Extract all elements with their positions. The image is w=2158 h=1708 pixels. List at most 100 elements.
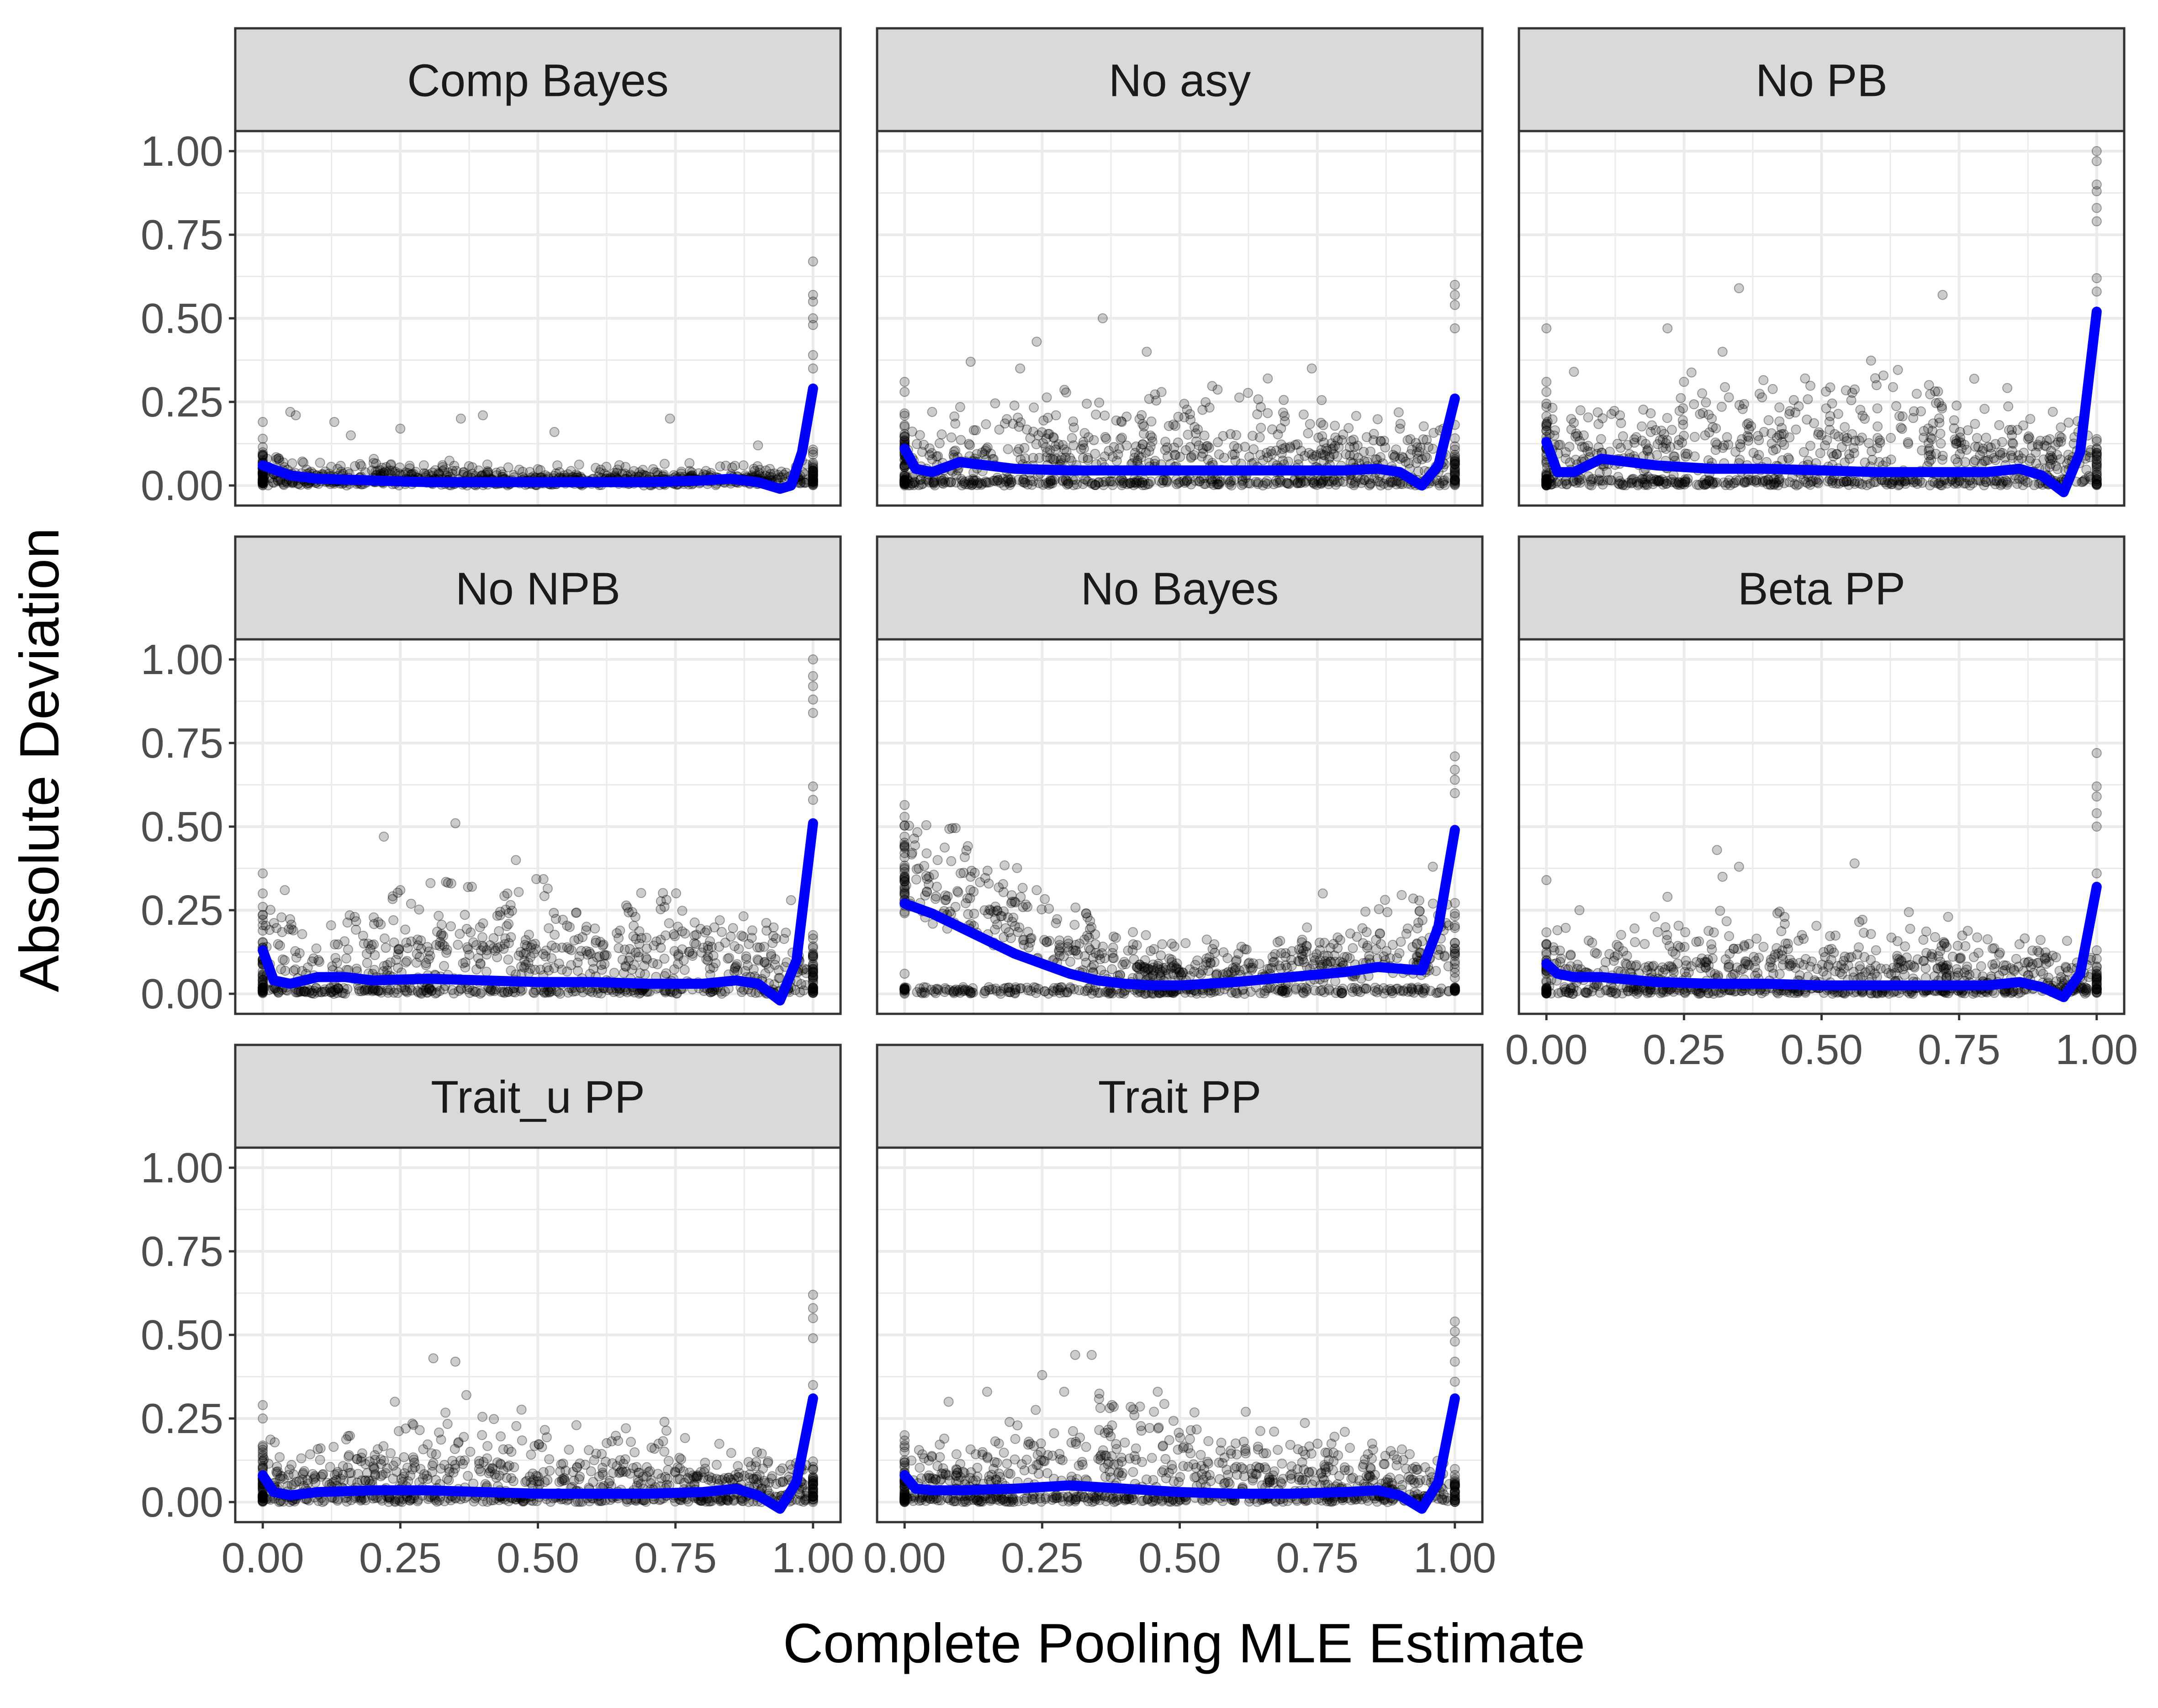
data-point [1305, 419, 1315, 429]
data-point [1597, 480, 1608, 490]
data-point [1640, 439, 1651, 449]
data-point [288, 965, 299, 976]
data-point [335, 461, 346, 471]
data-point [1029, 402, 1039, 413]
data-point [1026, 933, 1037, 944]
data-point [614, 460, 624, 470]
data-point [258, 476, 268, 487]
data-point [928, 479, 939, 489]
data-point [1676, 393, 1686, 403]
data-point [371, 459, 381, 469]
data-point [1374, 904, 1384, 914]
data-point [1362, 940, 1373, 951]
data-point [634, 952, 644, 962]
data-point [514, 464, 524, 475]
data-point [1700, 430, 1710, 441]
data-point [1012, 863, 1022, 873]
data-point [741, 951, 751, 962]
data-point [1238, 479, 1248, 489]
data-point [648, 464, 658, 474]
data-point [899, 408, 910, 419]
data-point [441, 948, 451, 958]
data-point [574, 459, 584, 470]
data-point [1121, 959, 1131, 970]
data-point [2024, 456, 2035, 466]
y-tick-label: 0.75 [141, 719, 223, 767]
data-point [1960, 941, 1971, 951]
data-point [1428, 861, 1438, 872]
data-point [453, 939, 463, 950]
data-point [1290, 440, 1301, 450]
data-point [808, 458, 818, 468]
data-point [2003, 401, 2014, 411]
data-point [1748, 448, 1759, 458]
data-point [2091, 186, 2102, 196]
data-point [1317, 395, 1327, 406]
data-point [1428, 898, 1438, 909]
data-point [1267, 952, 1278, 962]
data-point [1701, 397, 1711, 408]
data-point [290, 946, 301, 956]
data-point [808, 320, 818, 330]
data-point [381, 943, 391, 953]
data-point [1084, 943, 1094, 953]
data-point [2041, 441, 2052, 452]
data-point [1094, 397, 1105, 408]
data-point [724, 953, 735, 963]
data-point [1990, 479, 2000, 490]
data-point [482, 466, 493, 476]
data-point [1710, 438, 1721, 448]
data-point [1229, 441, 1239, 451]
data-point [386, 459, 397, 469]
data-point [1239, 944, 1250, 954]
data-point [1970, 455, 1981, 465]
data-point [258, 474, 268, 485]
data-point [1280, 948, 1291, 959]
data-point [1191, 988, 1202, 999]
data-point [1169, 941, 1179, 952]
data-point [1981, 477, 1991, 487]
data-point [1758, 475, 1768, 486]
data-point [950, 823, 961, 833]
data-point [1596, 434, 1606, 444]
data-point [2002, 383, 2013, 393]
data-point [1689, 399, 1699, 410]
data-point [418, 460, 429, 470]
data-point [968, 425, 979, 435]
data-point [434, 911, 444, 921]
data-point [446, 878, 456, 889]
data-point [965, 893, 975, 903]
data-point [1156, 387, 1167, 397]
data-point [1313, 475, 1324, 486]
data-point [1146, 416, 1157, 427]
data-point [1428, 443, 1438, 454]
data-point [1774, 474, 1785, 485]
data-point [1449, 290, 1460, 300]
data-point [899, 860, 910, 871]
data-point [927, 407, 937, 417]
data-point [982, 442, 993, 453]
data-point [1774, 402, 1785, 413]
data-point [492, 911, 502, 921]
data-point [496, 466, 506, 477]
data-point [1568, 476, 1578, 487]
data-point [388, 915, 399, 925]
data-point [430, 465, 440, 475]
data-point [728, 923, 738, 933]
data-point [1428, 427, 1439, 438]
data-point [478, 410, 488, 421]
data-point [1844, 449, 1855, 459]
data-point [1931, 398, 1941, 408]
data-point [258, 476, 268, 486]
data-point [642, 943, 652, 954]
data-point [1724, 392, 1734, 403]
data-point [1347, 983, 1357, 993]
data-point [264, 925, 275, 935]
data-point [1928, 418, 1938, 429]
data-point [808, 479, 818, 489]
data-point [1042, 937, 1052, 948]
data-point [2091, 216, 2102, 227]
data-point [549, 907, 559, 918]
data-point [765, 464, 775, 474]
data-point [1356, 973, 1366, 984]
